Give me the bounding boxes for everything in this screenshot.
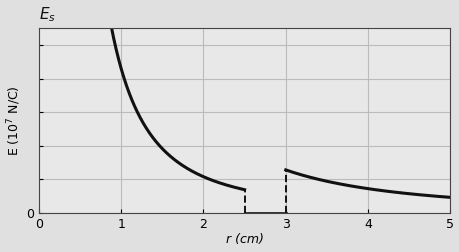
Y-axis label: E (10$^7$ N/C): E (10$^7$ N/C) [6,85,23,156]
X-axis label: r (cm): r (cm) [225,233,263,246]
Text: $E_s$: $E_s$ [39,6,56,24]
